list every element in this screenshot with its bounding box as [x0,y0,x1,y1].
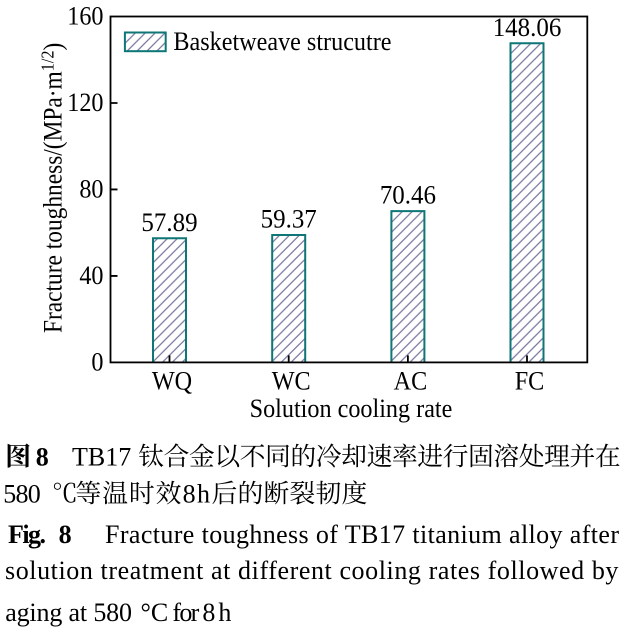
svg-text:8: 8 [36,442,49,471]
svg-text:70.46: 70.46 [380,180,436,210]
svg-text:Fig.: Fig. [8,520,46,549]
svg-text:40: 40 [79,262,103,290]
svg-text:80: 80 [79,176,103,204]
svg-text:Basketweave strucutre: Basketweave strucutre [173,28,391,56]
svg-text:0: 0 [91,349,103,377]
svg-text:57.89: 57.89 [141,207,197,237]
svg-text:Fracture toughness of TB17 tit: Fracture toughness of TB17 titanium allo… [105,520,619,549]
svg-text:WC: WC [272,368,311,396]
svg-text:for 8 h: for 8 h [172,598,231,627]
svg-text:120: 120 [67,89,103,117]
svg-text:580: 580 [3,479,41,508]
svg-text:Solution cooling rate: Solution cooling rate [250,395,453,423]
svg-text:148.06: 148.06 [493,12,562,42]
svg-text:TB17: TB17 [72,442,131,471]
svg-text:FC: FC [515,368,545,396]
svg-text:Fracture toughness/(MPa·m1/2): Fracture toughness/(MPa·m1/2) [38,43,68,333]
svg-text:h: h [197,479,210,508]
svg-text:59.37: 59.37 [261,204,317,234]
svg-text:8: 8 [183,479,196,508]
svg-text:AC: AC [394,368,428,396]
svg-text:solution treatment at differen: solution treatment at different cooling … [5,556,618,585]
svg-text:°C: °C [141,598,169,627]
svg-text:aging at 580: aging at 580 [5,598,132,627]
svg-text:160: 160 [67,3,103,31]
svg-text:WQ: WQ [152,368,192,396]
svg-text:8: 8 [59,520,72,549]
